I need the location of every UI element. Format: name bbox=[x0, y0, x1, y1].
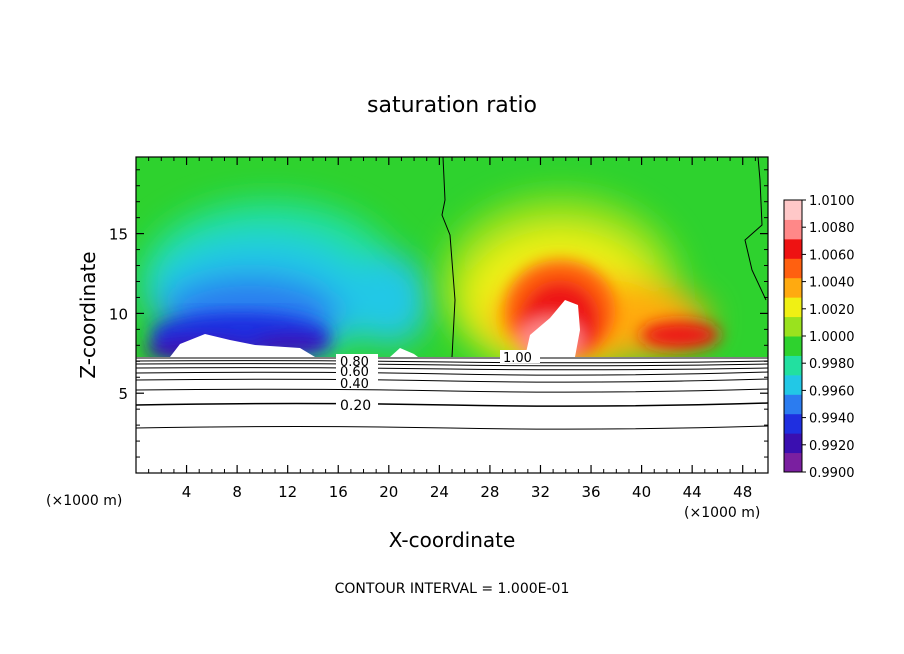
contour-lines bbox=[136, 357, 768, 430]
colorbar-tick-label: 1.0040 bbox=[809, 276, 855, 291]
colorbar-swatch bbox=[784, 277, 802, 298]
colorbar-tick-label: 1.0100 bbox=[809, 194, 855, 209]
saturation-field bbox=[136, 157, 768, 357]
colorbar-tick-label: 1.0060 bbox=[809, 248, 855, 263]
y-axis-ticks: 5 10 15 bbox=[109, 169, 768, 458]
colorbar: 1.0100 1.0080 1.0060 1.0040 1.0020 1.0000 0.99… bbox=[783, 194, 855, 481]
x-units-left: (×1000 m) bbox=[46, 493, 122, 509]
colorbar-swatch bbox=[784, 355, 802, 376]
contour-interval-note: CONTOUR INTERVAL = 1.000E-01 bbox=[335, 581, 570, 597]
x-tick-label: 32 bbox=[531, 483, 550, 501]
contour-label-040: 0.40 bbox=[340, 377, 369, 392]
colorbar-swatch bbox=[784, 258, 802, 279]
colorbar-tick-label: 0.9920 bbox=[809, 439, 855, 454]
x-axis-label: X-coordinate bbox=[389, 528, 516, 552]
colorbar-tick-label: 0.9900 bbox=[809, 466, 855, 481]
colorbar-tick-label: 0.9940 bbox=[809, 412, 855, 427]
y-tick-label: 15 bbox=[109, 226, 128, 244]
x-tick-label: 4 bbox=[182, 483, 192, 501]
x-tick-label: 16 bbox=[329, 483, 348, 501]
contour-label-020: 0.20 bbox=[340, 398, 371, 414]
colorbar-swatch bbox=[784, 200, 802, 220]
colorbar-swatch bbox=[784, 374, 802, 395]
colorbar-tick-label: 1.0020 bbox=[809, 303, 855, 318]
contour-label-100: 1.00 bbox=[503, 351, 532, 366]
colorbar-tick-label: 0.9960 bbox=[809, 384, 855, 399]
colorbar-tick-label: 1.0080 bbox=[809, 221, 855, 236]
colorbar-swatch bbox=[784, 413, 802, 434]
y-tick-label: 10 bbox=[109, 305, 128, 323]
x-tick-label: 12 bbox=[278, 483, 297, 501]
colorbar-swatch bbox=[784, 238, 802, 259]
colorbar-tick-label: 1.0000 bbox=[809, 330, 855, 345]
x-tick-label: 48 bbox=[733, 483, 752, 501]
colorbar-swatch bbox=[784, 452, 802, 473]
x-tick-label: 44 bbox=[683, 483, 702, 501]
y-axis-label: Z-coordinate bbox=[76, 251, 100, 378]
x-units-right: (×1000 m) bbox=[684, 505, 760, 521]
colorbar-swatch bbox=[784, 316, 802, 337]
x-tick-label: 20 bbox=[379, 483, 398, 501]
chart-title: saturation ratio bbox=[367, 93, 537, 118]
colorbar-swatch bbox=[784, 433, 802, 454]
y-tick-label: 5 bbox=[118, 385, 128, 403]
x-tick-label: 36 bbox=[581, 483, 600, 501]
x-tick-label: 40 bbox=[632, 483, 651, 501]
x-tick-label: 8 bbox=[232, 483, 242, 501]
x-tick-label: 24 bbox=[430, 483, 449, 501]
contour-labels: 0.80 0.60 0.40 0.20 1.00 bbox=[336, 350, 540, 414]
x-tick-label: 28 bbox=[480, 483, 499, 501]
colorbar-swatch bbox=[784, 297, 802, 318]
colorbar-tick-label: 0.9980 bbox=[809, 357, 855, 372]
colorbar-swatch bbox=[784, 219, 802, 240]
x-axis-ticks: 4 8 12 16 20 24 28 32 36 40 44 48 bbox=[148, 157, 756, 501]
colorbar-swatch bbox=[784, 336, 802, 356]
colorbar-swatch bbox=[784, 394, 802, 415]
